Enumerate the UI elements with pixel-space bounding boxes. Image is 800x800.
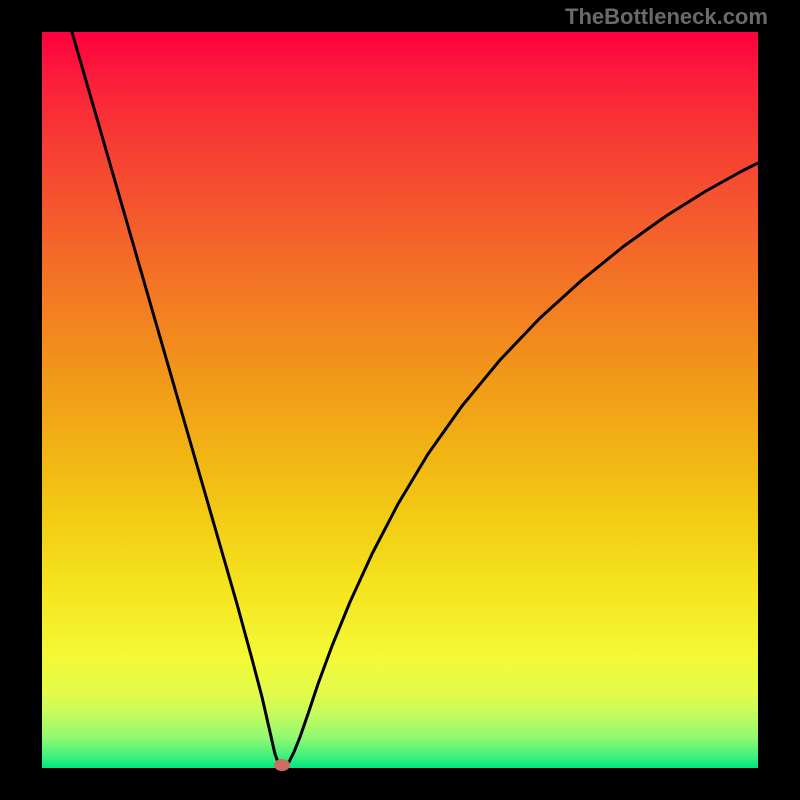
- bottleneck-curve: [42, 32, 758, 768]
- plot-area: [42, 32, 758, 768]
- watermark-text: TheBottleneck.com: [565, 4, 768, 30]
- optimal-point-marker: [274, 759, 290, 771]
- chart-container: TheBottleneck.com: [0, 0, 800, 800]
